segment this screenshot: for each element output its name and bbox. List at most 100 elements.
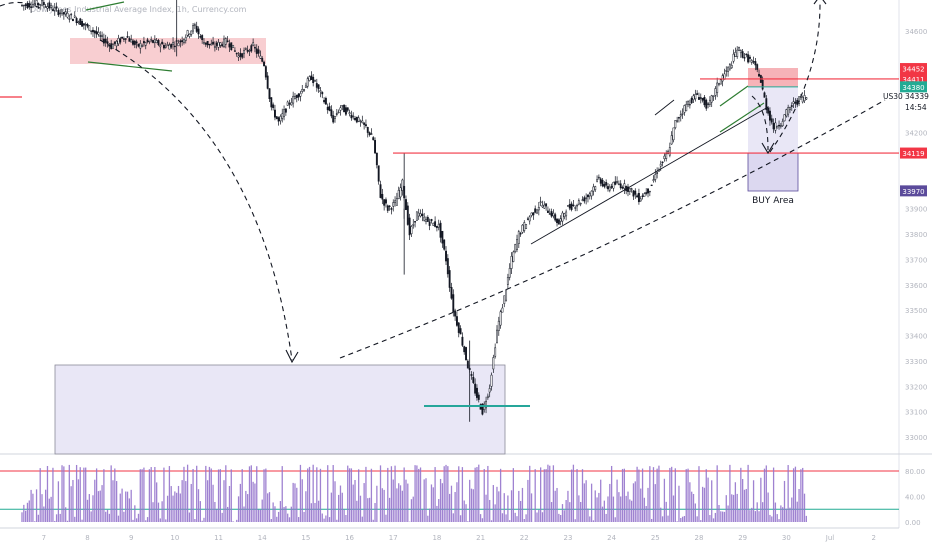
candle-body [428, 221, 431, 226]
candle-body [583, 197, 586, 202]
candle-body [275, 116, 278, 119]
candle-body [334, 116, 336, 119]
candle-body [184, 36, 187, 41]
candle-body [619, 183, 622, 189]
candle-body [572, 204, 575, 207]
candle-body [277, 117, 280, 122]
candle-body [481, 403, 484, 415]
wedge-line-bottom [719, 102, 765, 133]
candle-body [561, 212, 564, 222]
candle-body [727, 66, 730, 72]
candle-body [201, 35, 204, 41]
candle-body [81, 20, 84, 27]
candle-body [95, 31, 98, 35]
candle-body [361, 120, 364, 124]
price-badge-1: 34411 [902, 76, 924, 84]
candle-body [359, 120, 362, 123]
dashed-long-trend [339, 99, 886, 359]
candle-body [82, 23, 85, 26]
candle-body [474, 383, 477, 394]
candle-body [197, 28, 200, 35]
candle-body [88, 25, 91, 31]
candle-body [747, 54, 750, 63]
candle-body [270, 97, 273, 108]
candle-body [232, 44, 235, 48]
channel-line-top [85, 1, 125, 11]
candle-body [215, 42, 218, 46]
time-tick-4: 11 [214, 534, 223, 542]
candle-body [150, 39, 153, 41]
price-badge-bg-1 [900, 73, 927, 85]
price-tick-11: 33100 [905, 409, 927, 417]
candle-body [417, 212, 420, 217]
candle-body [363, 122, 366, 125]
candle-body [321, 92, 324, 95]
candle-body [792, 101, 795, 104]
time-axis[interactable]: 7 8 9 10 11 14 15 16 17 18 21 22 23 24 25 28 29 30 Jul 2 [42, 534, 876, 542]
candle-body [421, 213, 424, 217]
candle-body [126, 36, 129, 38]
candle-body [556, 218, 558, 224]
candle-body [324, 97, 327, 105]
candle-body [377, 165, 380, 182]
candle-body [39, 4, 42, 6]
candle-body [35, 0, 38, 7]
candle-body [743, 57, 746, 59]
time-tick-14: 25 [651, 534, 660, 542]
candle-body [617, 183, 620, 185]
candle-body [636, 195, 639, 198]
candle-body [155, 40, 158, 44]
candle-body [768, 110, 771, 121]
candle-body [153, 39, 156, 43]
candle-body [663, 155, 666, 160]
candle-body [312, 76, 315, 84]
price-tick-5: 33700 [905, 256, 927, 264]
candle-body [661, 161, 664, 164]
candle-body [532, 212, 535, 216]
candle-body [295, 95, 298, 98]
price-tick-2: 34200 [905, 130, 927, 138]
candle-body [537, 206, 540, 211]
candle-body [279, 116, 282, 122]
candle-body [344, 107, 347, 115]
candle-body [383, 199, 386, 206]
candle-body [246, 49, 249, 52]
candle-body [304, 85, 307, 88]
time-tick-19: 2 [871, 534, 875, 542]
candle-body [714, 88, 717, 96]
bar-countdown: 14:54 [905, 103, 927, 112]
candle-body [454, 310, 457, 317]
candle-body [528, 216, 531, 222]
osc-level-label-0: 80.00 [905, 468, 925, 476]
candle-body [266, 75, 269, 89]
candle-body [435, 225, 438, 228]
price-axis[interactable]: 3460034400342003390033800337003360033500… [900, 28, 927, 442]
candle-body [159, 45, 162, 48]
candle-body [539, 201, 542, 203]
candle-body [235, 52, 238, 55]
candle-body [805, 97, 808, 100]
candle-body [570, 203, 573, 210]
candle-body [168, 44, 171, 50]
candle-body [543, 204, 546, 209]
candle-body [654, 174, 657, 180]
candle-body [455, 316, 458, 326]
candle-body [506, 277, 509, 285]
candle-body [741, 51, 744, 58]
candle-body [57, 10, 60, 16]
candle-body [779, 125, 782, 127]
candle-body [208, 43, 211, 46]
candle-body [448, 270, 451, 288]
candle-body [221, 44, 224, 47]
candle-body [341, 105, 344, 107]
candle-body [84, 23, 87, 26]
candle-body [643, 193, 646, 197]
price-badge-bg-3 [900, 147, 927, 159]
candle-body [721, 75, 724, 82]
candle-body [415, 211, 418, 221]
candle-body [794, 101, 797, 104]
candle-body [219, 42, 222, 46]
candle-body [687, 101, 690, 105]
candle-body [319, 90, 322, 93]
